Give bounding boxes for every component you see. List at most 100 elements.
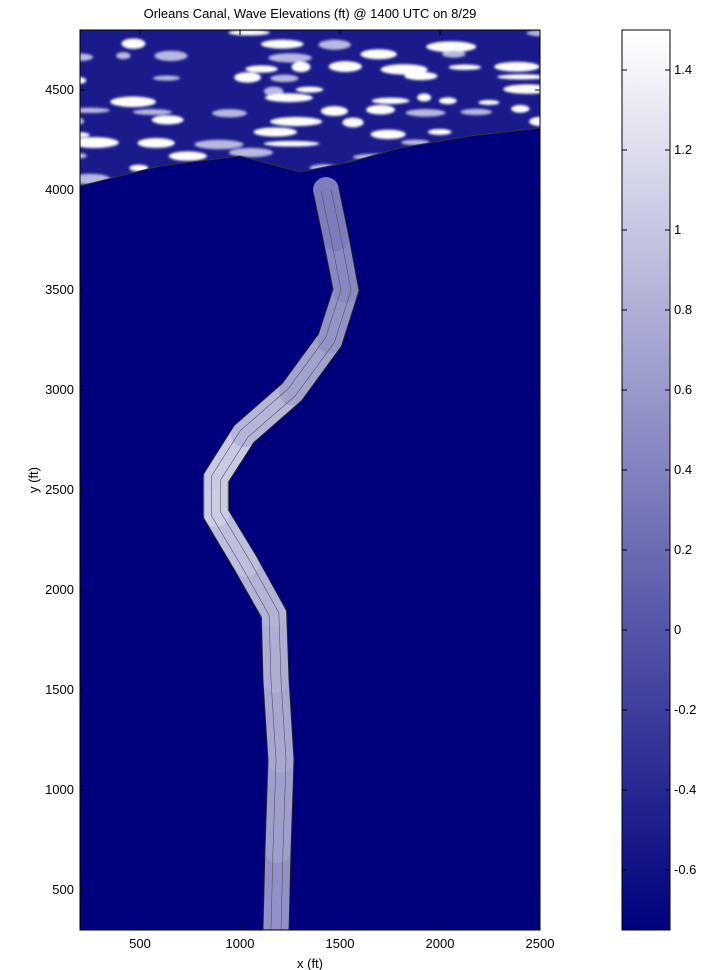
- lake-wave-crest: [116, 52, 131, 60]
- lake-wave-crest: [320, 106, 348, 117]
- lake-wave-crest: [80, 152, 87, 159]
- x-tick-label: 500: [129, 936, 151, 951]
- y-tick-label: 2000: [45, 582, 74, 597]
- x-axis: 500 1000 1500 2000 2500: [129, 30, 554, 951]
- lake-wave-crest: [80, 132, 90, 138]
- colorbar-ticks: -0.6 -0.4 -0.2 0 0.2 0.4 0.6 0.8 1 1.2 1.4: [622, 62, 696, 877]
- lake-wave-crest: [478, 99, 500, 105]
- plot-background: [80, 30, 540, 930]
- lake-wave-crest: [168, 151, 207, 161]
- y-axis: 500 1000 1500 2000 2500 3000 3500 4000 4500: [45, 82, 540, 897]
- lake-wave-crest: [438, 97, 457, 105]
- lake-wave-crest: [526, 30, 540, 37]
- lake-wave-crest: [529, 116, 540, 127]
- lake-wave-crest: [80, 53, 94, 61]
- canal-region: [203, 177, 360, 930]
- colorbar: -0.6 -0.4 -0.2 0 0.2 0.4 0.6 0.8 1 1.2 1.4: [621, 29, 696, 931]
- colorbar-tick-label: 1.2: [674, 142, 692, 157]
- lake-wave-crest: [342, 117, 364, 128]
- lake-wave-crest: [270, 74, 299, 83]
- y-tick-label: 1500: [45, 682, 74, 697]
- lake-wave-crest: [405, 109, 446, 117]
- lake-wave-crest: [260, 39, 304, 49]
- x-tick-label: 2000: [426, 936, 455, 951]
- lake-wave-crest: [154, 50, 188, 61]
- canal-contour: [220, 188, 352, 930]
- y-tick-label: 4500: [45, 82, 74, 97]
- x-tick-label: 1500: [326, 936, 355, 951]
- lake-wave-crest: [132, 109, 172, 115]
- lake-wave-crest: [366, 105, 396, 115]
- lake-wave-crest: [228, 147, 274, 158]
- lake-wave-crest: [291, 61, 311, 73]
- y-tick-label: 2500: [45, 482, 74, 497]
- lake-wave-crest: [497, 74, 540, 80]
- canal-segment: [263, 837, 291, 930]
- colorbar-gradient: [621, 29, 671, 931]
- canal-contour: [203, 192, 334, 930]
- colorbar-tick-label: 1.4: [674, 62, 692, 77]
- y-tick-label: 4000: [45, 182, 74, 197]
- lake-wave-crest: [328, 61, 362, 72]
- lake-wave-crest: [511, 104, 530, 113]
- lake-wave-crest: [417, 93, 432, 102]
- lake-wave-crest: [80, 117, 85, 125]
- plot-frame: [79, 29, 541, 931]
- lake-wave-crest: [427, 128, 452, 136]
- colorbar-tick-label: 0.4: [674, 462, 692, 477]
- y-axis-label: y (ft): [26, 467, 41, 493]
- y-tick-label: 3000: [45, 382, 74, 397]
- canal-contour: [210, 190, 342, 930]
- lake-wave-crest: [270, 116, 323, 127]
- lake-wave-crest: [263, 140, 320, 147]
- canal-segment: [313, 177, 349, 251]
- lake-wave-crest: [404, 71, 438, 81]
- lake-shoreline: [80, 127, 540, 187]
- lake-wave-crest: [151, 115, 184, 125]
- lake-wave-crest: [441, 50, 466, 58]
- colorbar-tick-label: -0.4: [674, 782, 696, 797]
- lake-wave-crest: [212, 109, 247, 118]
- y-tick-label: 500: [52, 882, 74, 897]
- lake-wave-crest: [295, 86, 324, 93]
- lake-wave-crest: [137, 138, 175, 148]
- canal-segment: [263, 667, 294, 773]
- lake-wave-crest: [370, 129, 406, 140]
- lake-wave-crest: [80, 76, 87, 85]
- colorbar-tick-label: 0.8: [674, 302, 692, 317]
- lake-wave-crest: [234, 72, 261, 83]
- colorbar-tick-label: -0.2: [674, 702, 696, 717]
- lake-wave-crest: [80, 137, 119, 148]
- lake-wave-crest: [268, 53, 312, 63]
- lake-wave-crest: [263, 86, 284, 96]
- lake-wave-crest: [253, 127, 298, 137]
- lake-wave-crest: [318, 39, 351, 50]
- x-axis-label: x (ft): [297, 956, 323, 970]
- chart-title: Orleans Canal, Wave Elevations (ft) @ 14…: [144, 6, 477, 21]
- x-tick-label: 1000: [226, 936, 255, 951]
- lake-wave-crest: [448, 64, 482, 71]
- lake-wave-crest: [264, 93, 314, 103]
- lake-wave-crest: [494, 61, 540, 72]
- colorbar-tick-label: 1: [674, 222, 681, 237]
- lake-wave-crest: [110, 96, 156, 108]
- lake-wave-crest: [228, 30, 270, 36]
- y-tick-label: 3500: [45, 282, 74, 297]
- lake-wave-crest: [194, 139, 244, 150]
- lake-wave-crest: [121, 38, 146, 49]
- lake-wave-crest: [152, 75, 181, 81]
- lake-wave-crest: [460, 108, 493, 116]
- colorbar-tick-label: 0.6: [674, 382, 692, 397]
- canal-contour: [227, 187, 360, 930]
- y-tick-label: 1000: [45, 782, 74, 797]
- x-tick-label: 2500: [526, 936, 555, 951]
- lake-wave-crest: [503, 84, 540, 94]
- colorbar-tick-label: 0: [674, 622, 681, 637]
- colorbar-tick-label: -0.6: [674, 862, 696, 877]
- canal-segment: [265, 747, 294, 863]
- lake-wave-crest: [80, 107, 110, 114]
- lake-wave-crest: [360, 49, 397, 60]
- plot-area: [80, 30, 540, 930]
- lake-wave-crest: [245, 65, 278, 73]
